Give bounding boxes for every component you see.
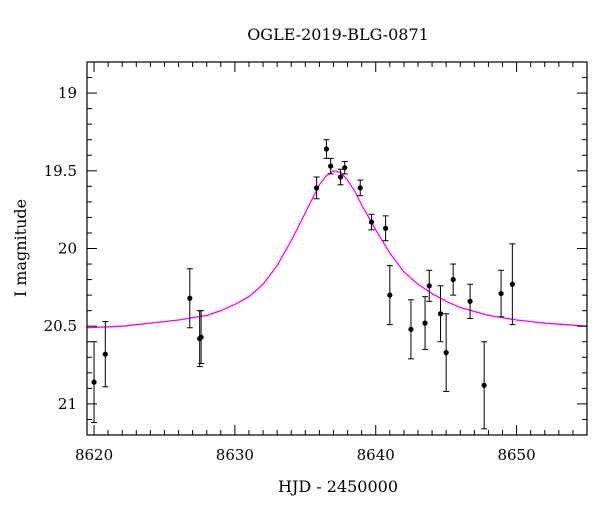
- y-tick-label: 21: [58, 395, 77, 413]
- data-point: [422, 296, 429, 351]
- data-point: [498, 269, 505, 318]
- point-marker: [357, 185, 363, 191]
- x-axis-label: HJD - 2450000: [278, 477, 398, 496]
- point-marker: [481, 382, 487, 388]
- x-tick-label: 8630: [216, 446, 254, 464]
- data-point: [467, 283, 474, 319]
- point-marker: [443, 350, 449, 356]
- point-marker: [437, 311, 444, 317]
- x-tick-label: 8650: [497, 446, 535, 464]
- data-point: [323, 139, 330, 159]
- data-point: [368, 213, 375, 231]
- data-point: [437, 285, 444, 343]
- data-point: [313, 176, 320, 200]
- point-marker: [408, 326, 414, 332]
- point-marker: [328, 163, 334, 169]
- data-point: [382, 215, 389, 242]
- point-marker: [368, 219, 375, 225]
- data-point: [91, 341, 98, 424]
- point-marker: [102, 351, 108, 357]
- point-marker: [382, 225, 389, 231]
- chart-title: OGLE-2019-BLG-0871: [247, 25, 429, 44]
- data-point: [337, 168, 344, 186]
- point-marker: [467, 298, 473, 304]
- y-axis-label: I magnitude: [11, 199, 30, 297]
- data-point: [327, 157, 334, 175]
- point-marker: [313, 185, 320, 191]
- data-point: [450, 263, 457, 296]
- point-marker: [342, 165, 348, 171]
- x-tick-label: 8620: [75, 446, 113, 464]
- point-marker: [422, 320, 428, 326]
- y-tick-label: 20: [58, 240, 77, 258]
- data-point: [407, 299, 414, 360]
- point-marker: [450, 276, 456, 283]
- plot-frame: [86, 61, 588, 436]
- data-point: [509, 243, 516, 326]
- point-marker: [187, 295, 193, 301]
- model-curve-layer: [87, 170, 587, 329]
- data-point: [426, 269, 433, 302]
- data-point: [198, 310, 205, 365]
- point-marker: [198, 334, 204, 340]
- data-point: [341, 160, 348, 175]
- point-marker: [387, 292, 393, 298]
- data-point: [386, 265, 393, 326]
- data-point: [443, 313, 450, 392]
- y-tick-label: 20.5: [44, 317, 77, 335]
- point-marker: [498, 290, 504, 297]
- data-point: [357, 179, 364, 197]
- point-marker: [91, 379, 97, 385]
- x-tick-label: 8640: [357, 446, 395, 464]
- data-point: [102, 321, 109, 388]
- data-point: [481, 341, 488, 430]
- model-curve: [87, 170, 587, 329]
- data-points-layer: [91, 139, 516, 430]
- point-marker: [323, 146, 330, 152]
- data-point: [186, 268, 193, 329]
- axis-ticks-layer: [87, 61, 588, 436]
- y-tick-label: 19.5: [44, 162, 77, 180]
- point-marker: [509, 281, 515, 287]
- tick-labels-layer: 8620 8630 8640 8650 19 19.5 20 20.5 21: [44, 84, 536, 464]
- point-marker: [426, 283, 432, 289]
- point-marker: [337, 174, 344, 180]
- y-tick-label: 19: [58, 84, 77, 102]
